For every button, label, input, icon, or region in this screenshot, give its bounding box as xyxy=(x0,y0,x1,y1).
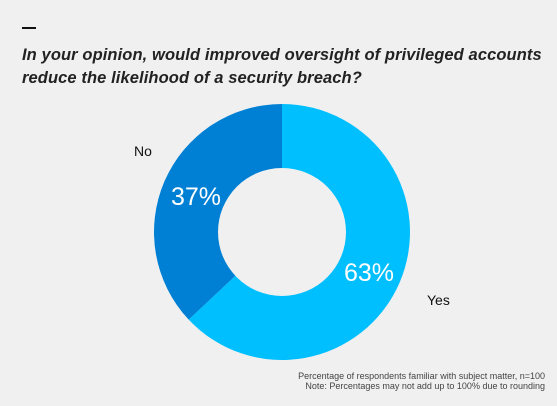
slice-no xyxy=(154,104,282,320)
slice-value-yes: 63% xyxy=(344,259,395,287)
slice-value-no: 37% xyxy=(171,183,222,211)
donut-hole xyxy=(218,168,346,296)
slice-label-no: No xyxy=(134,143,152,159)
slice-label-yes: Yes xyxy=(427,292,450,308)
footnote-sample: Percentage of respondents familiar with … xyxy=(298,371,545,381)
title-dash xyxy=(22,27,36,29)
chart-title: In your opinion, would improved oversigh… xyxy=(22,46,542,87)
footnote: Percentage of respondents familiar with … xyxy=(298,371,545,391)
footnote-rounding: Note: Percentages may not add up to 100%… xyxy=(305,381,545,391)
